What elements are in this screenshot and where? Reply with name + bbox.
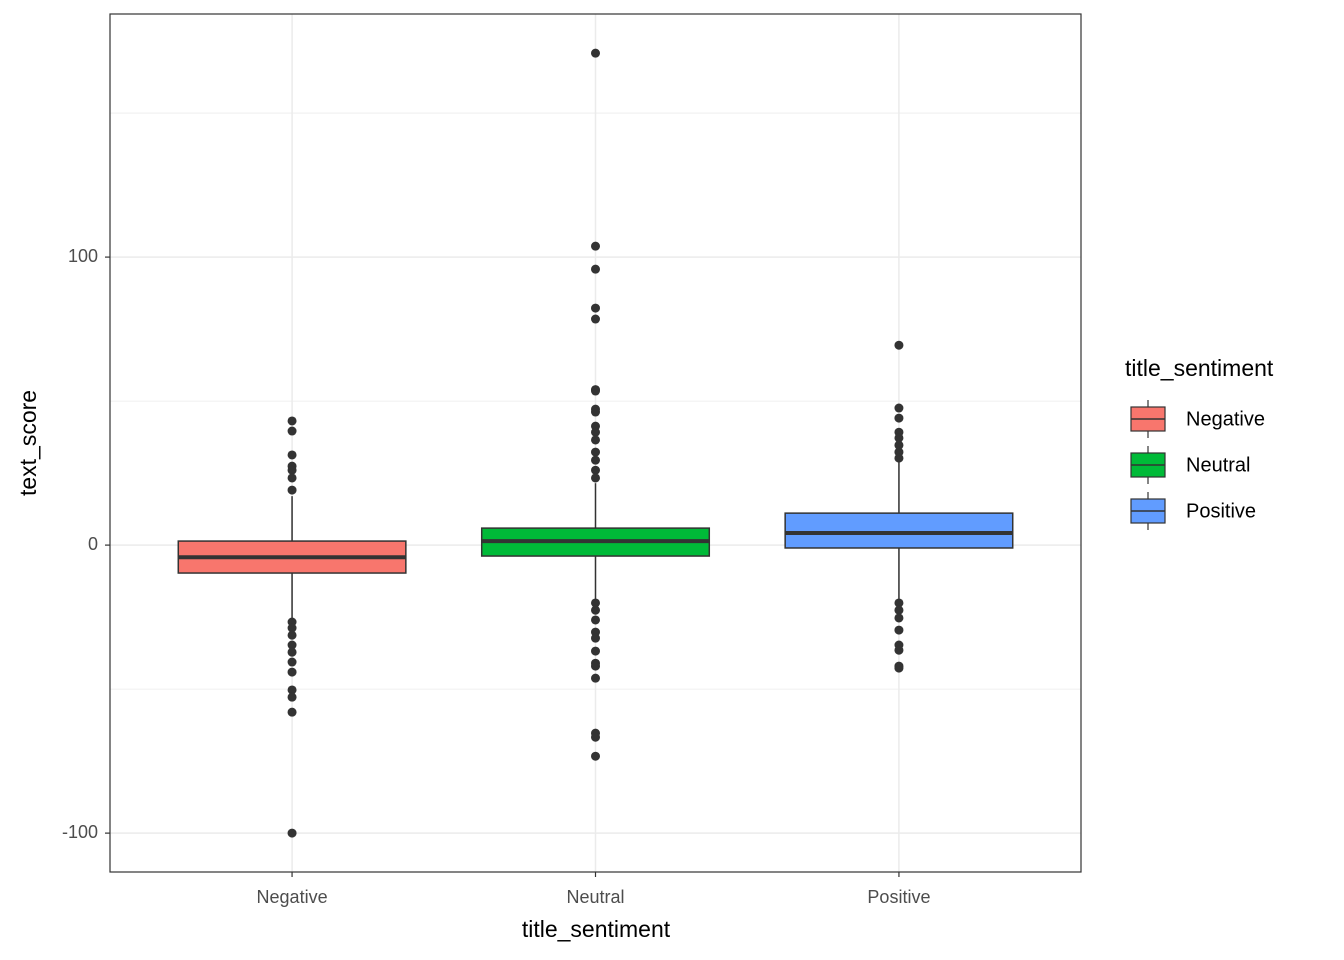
outlier [287, 426, 297, 436]
outlier [591, 605, 600, 615]
outlier [591, 264, 600, 274]
outlier [894, 625, 904, 635]
outlier [287, 828, 297, 838]
outlier [591, 473, 600, 483]
y-axis-title: text_score [15, 390, 41, 496]
outlier [591, 386, 600, 396]
outlier [287, 667, 297, 677]
legend-label: Positive [1186, 500, 1256, 522]
outlier [287, 685, 297, 695]
outlier [591, 447, 600, 457]
outlier [894, 433, 904, 443]
outlier [591, 646, 600, 656]
outlier [591, 48, 600, 58]
outlier [591, 661, 600, 671]
outlier [287, 623, 297, 633]
outlier [287, 465, 297, 475]
x-axis-title: title_sentiment [522, 916, 671, 942]
outlier [894, 440, 904, 450]
outlier [287, 473, 297, 483]
outlier [287, 630, 297, 640]
outlier [591, 751, 600, 761]
outlier [591, 673, 600, 683]
outlier [894, 340, 904, 350]
outlier [591, 241, 600, 251]
outlier [287, 450, 297, 460]
outlier [894, 453, 904, 463]
x-tick-label: Neutral [566, 887, 624, 907]
outlier [591, 633, 600, 643]
outlier [591, 427, 600, 437]
legend-title: title_sentiment [1125, 355, 1274, 381]
outlier [287, 657, 297, 667]
outlier [287, 416, 297, 426]
outlier [287, 647, 297, 657]
outlier [894, 403, 904, 413]
y-tick-label: 100 [68, 246, 98, 266]
outlier [894, 598, 904, 608]
outlier [591, 598, 600, 608]
y-tick-label: -100 [62, 822, 98, 842]
outlier [591, 732, 600, 742]
outlier [287, 707, 297, 717]
outlier [287, 485, 297, 495]
outlier [591, 615, 600, 625]
outlier [591, 303, 600, 313]
legend-label: Negative [1186, 408, 1265, 430]
x-tick-label: Negative [257, 887, 328, 907]
outlier [894, 413, 904, 423]
outlier [287, 692, 297, 702]
outlier [894, 613, 904, 623]
outlier [287, 640, 297, 650]
outlier [591, 407, 600, 417]
outlier [894, 663, 904, 673]
x-tick-label: Positive [867, 887, 930, 907]
legend-label: Neutral [1186, 454, 1250, 476]
outlier [591, 455, 600, 465]
y-tick-label: 0 [88, 534, 98, 554]
plot [177, 48, 1014, 838]
outlier [591, 435, 600, 445]
outlier [591, 314, 600, 324]
outlier [894, 605, 904, 615]
box [784, 512, 1014, 549]
outlier [894, 645, 904, 655]
outlier [591, 465, 600, 475]
